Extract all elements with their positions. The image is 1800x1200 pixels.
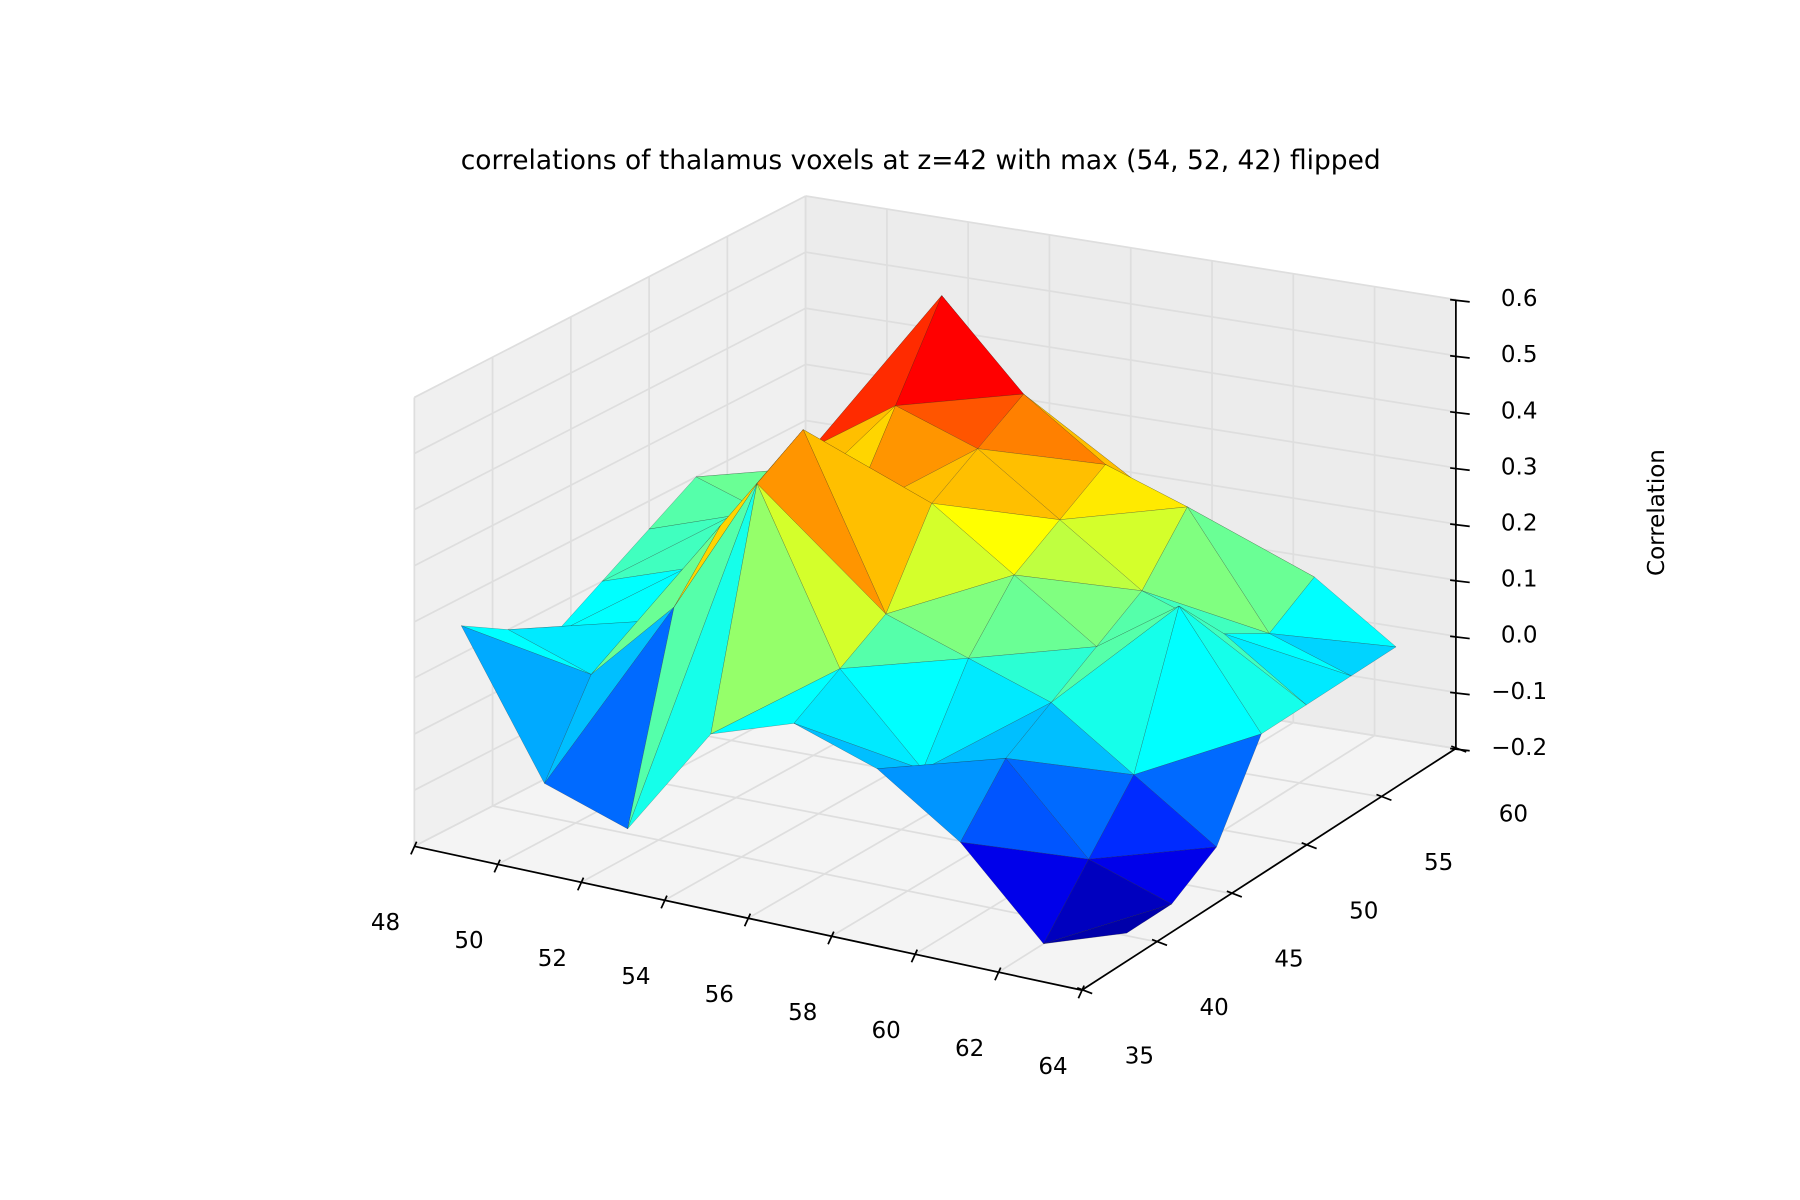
- x-tick-label: 56: [705, 982, 734, 1008]
- z-tick: [1450, 747, 1470, 752]
- z-tick: [1450, 298, 1470, 303]
- grid-line: [805, 251, 1457, 357]
- z-axis-label: Correlation: [1644, 449, 1670, 576]
- z-tick-label: 0.0: [1501, 623, 1538, 649]
- z-tick-label: 0.4: [1501, 398, 1538, 424]
- z-tick: [1450, 467, 1470, 472]
- chart-title: correlations of thalamus voxels at z=42 …: [461, 145, 1381, 176]
- y-tick: [1151, 938, 1168, 947]
- y-tick-label: 55: [1424, 850, 1453, 876]
- grid-line: [413, 419, 807, 623]
- grid-line: [413, 307, 807, 511]
- grid-line: [413, 251, 807, 455]
- z-tick: [1450, 691, 1470, 696]
- x-axis-line: [414, 845, 1083, 991]
- y-axis-line: [1081, 747, 1457, 991]
- z-tick-label: 0.6: [1501, 286, 1538, 312]
- z-tick-label: 0.2: [1501, 511, 1538, 537]
- x-tick: [410, 841, 418, 855]
- x-tick-label: 52: [538, 946, 567, 972]
- z-tick: [1450, 523, 1470, 528]
- grid-line: [413, 363, 807, 567]
- x-tick: [994, 967, 1002, 981]
- z-tick-label: 0.5: [1501, 342, 1538, 368]
- x-tick: [827, 931, 835, 945]
- x-tick: [493, 859, 501, 873]
- z-tick: [1450, 579, 1470, 584]
- axes: 48 50 52 54 56 58 60 62 64 35 40 45 50 55 60 −0.2 −0.1 0.…: [371, 286, 1547, 1080]
- surface-face: [1043, 903, 1172, 944]
- z-tick-label: −0.2: [1491, 735, 1547, 761]
- x-tick-label: 64: [1038, 1054, 1067, 1080]
- y-tick-label: 60: [1499, 802, 1528, 828]
- z-tick-label: −0.1: [1491, 679, 1547, 705]
- y-tick: [1076, 987, 1093, 995]
- x-tick: [1077, 985, 1085, 999]
- x-tick-label: 60: [872, 1018, 901, 1044]
- grid-line: [413, 195, 807, 399]
- y-tick-label: 45: [1274, 947, 1303, 973]
- z-tick: [1450, 354, 1470, 359]
- y-tick: [1301, 842, 1317, 850]
- y-tick-label: 40: [1200, 995, 1229, 1021]
- y-tick-label: 50: [1349, 898, 1378, 924]
- z-tick-label: 0.1: [1501, 567, 1538, 593]
- z-tick: [1450, 410, 1470, 415]
- y-tick-label: 35: [1125, 1043, 1154, 1069]
- grid-line: [805, 195, 1457, 301]
- z-tick-label: 0.3: [1501, 454, 1538, 480]
- y-tick: [1226, 890, 1243, 898]
- x-tick-label: 54: [621, 964, 650, 990]
- x-tick: [910, 949, 919, 963]
- x-tick-label: 58: [788, 1000, 817, 1026]
- x-tick: [660, 895, 668, 909]
- x-tick-label: 62: [955, 1036, 984, 1062]
- grid-line: [805, 307, 1457, 413]
- surface: [460, 295, 1397, 945]
- x-tick: [743, 913, 752, 927]
- y-tick: [1376, 793, 1392, 802]
- x-tick: [576, 877, 585, 891]
- x-tick-label: 48: [371, 910, 400, 936]
- z-tick: [1450, 635, 1470, 640]
- x-tick-label: 50: [454, 928, 483, 954]
